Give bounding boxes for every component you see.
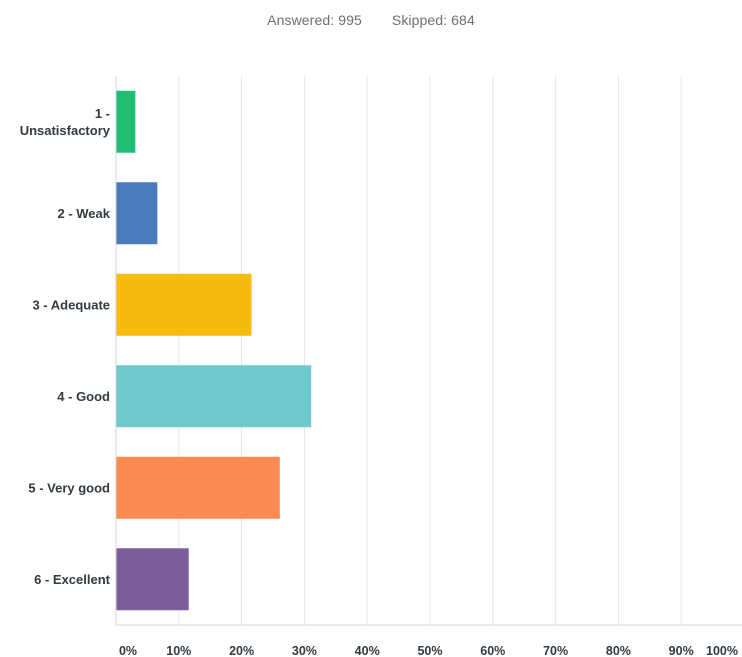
bars [116,90,312,611]
bar[interactable] [116,456,280,519]
bar[interactable] [116,182,158,245]
category-label: 4 - Good [57,389,110,404]
x-tick-label: 60% [480,644,505,657]
skipped-label: Skipped: [391,12,448,28]
x-axis [115,76,742,626]
response-summary: Answered: 995 Skipped: 684 [0,12,742,28]
x-tick-label: 100% [706,644,738,657]
bar[interactable] [116,273,252,336]
x-tick-label: 70% [543,644,568,657]
bar[interactable] [116,365,312,428]
skipped-count: 684 [451,12,475,28]
x-tick-label: 80% [606,644,631,657]
category-labels: 1 -Unsatisfactory 2 - Weak 3 - Adequate 4 -… [20,106,111,587]
bar[interactable] [116,90,136,153]
category-label: 2 - Weak [57,206,110,221]
category-label: 1 -Unsatisfactory [20,106,111,138]
x-tick-label: 40% [355,644,380,657]
x-tick-label: 50% [417,644,442,657]
grid-lines [178,76,682,625]
category-label: 5 - Very good [28,480,110,495]
x-tick-label: 30% [292,644,317,657]
x-tick-label: 0% [119,644,137,657]
category-label: 3 - Adequate [32,297,110,312]
answered-count: 995 [338,12,362,28]
x-tick-labels: 0% 10% 20% 30% 40% 50% 60% 70% 80% 90% 100% [119,644,738,657]
x-tick-label: 10% [166,644,191,657]
x-tick-label: 90% [669,644,694,657]
answered-label: Answered: [267,12,335,28]
bar[interactable] [116,548,189,611]
x-tick-label: 20% [229,644,254,657]
category-label: 6 - Excellent [34,572,111,587]
